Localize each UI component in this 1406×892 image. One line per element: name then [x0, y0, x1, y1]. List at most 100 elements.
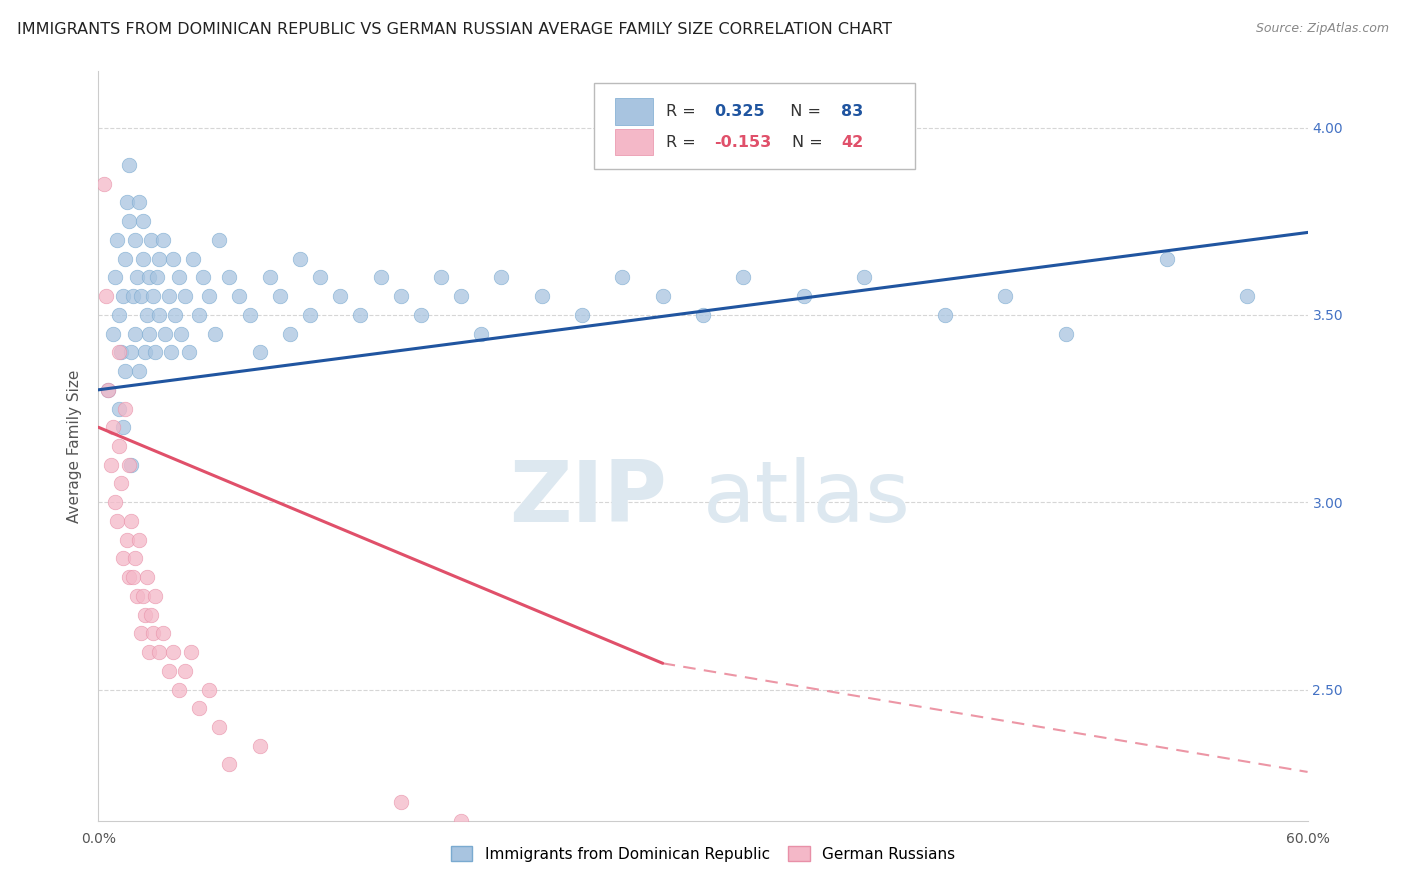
- FancyBboxPatch shape: [614, 129, 654, 155]
- Point: [114, 364, 136, 378]
- Point: [163, 308, 186, 322]
- Point: [103, 270, 125, 285]
- Point: [218, 270, 240, 285]
- Point: [101, 420, 124, 434]
- Point: [152, 626, 174, 640]
- Point: [389, 289, 412, 303]
- Point: [167, 682, 190, 697]
- Point: [309, 270, 332, 285]
- Point: [278, 326, 301, 341]
- Text: 83: 83: [841, 104, 863, 119]
- Point: [1156, 252, 1178, 266]
- Point: [188, 308, 211, 322]
- Point: [93, 177, 115, 191]
- Point: [148, 308, 170, 322]
- Point: [269, 289, 291, 303]
- Point: [128, 364, 150, 378]
- Point: [97, 383, 120, 397]
- Point: [174, 664, 197, 678]
- Point: [470, 326, 492, 341]
- Point: [249, 345, 271, 359]
- Point: [994, 289, 1017, 303]
- Text: R =: R =: [665, 135, 700, 150]
- Point: [135, 308, 157, 322]
- Point: [208, 233, 231, 247]
- Point: [111, 551, 134, 566]
- Point: [115, 195, 138, 210]
- Point: [692, 308, 714, 322]
- Point: [110, 345, 132, 359]
- Point: [389, 795, 412, 809]
- Point: [853, 270, 876, 285]
- Text: IMMIGRANTS FROM DOMINICAN REPUBLIC VS GERMAN RUSSIAN AVERAGE FAMILY SIZE CORRELA: IMMIGRANTS FROM DOMINICAN REPUBLIC VS GE…: [17, 22, 891, 37]
- Point: [134, 345, 156, 359]
- Point: [129, 626, 152, 640]
- Point: [120, 458, 142, 472]
- Legend: Immigrants from Dominican Republic, German Russians: Immigrants from Dominican Republic, Germ…: [443, 838, 963, 869]
- Point: [450, 814, 472, 828]
- Point: [198, 682, 221, 697]
- Point: [733, 270, 755, 285]
- FancyBboxPatch shape: [614, 98, 654, 125]
- Point: [121, 570, 143, 584]
- Text: atlas: atlas: [703, 457, 911, 540]
- Point: [204, 326, 226, 341]
- Point: [148, 645, 170, 659]
- Point: [134, 607, 156, 622]
- Point: [121, 289, 143, 303]
- Point: [142, 289, 165, 303]
- Point: [120, 345, 142, 359]
- Point: [105, 514, 128, 528]
- Point: [349, 308, 371, 322]
- Point: [138, 270, 160, 285]
- Point: [103, 495, 125, 509]
- Point: [146, 270, 169, 285]
- Point: [179, 345, 201, 359]
- Point: [651, 289, 673, 303]
- Point: [138, 326, 160, 341]
- Y-axis label: Average Family Size: Average Family Size: [66, 369, 82, 523]
- Point: [299, 308, 322, 322]
- Point: [170, 326, 193, 341]
- Point: [118, 158, 141, 172]
- Point: [118, 458, 141, 472]
- Point: [157, 289, 180, 303]
- Point: [132, 252, 155, 266]
- Point: [114, 401, 136, 416]
- Point: [167, 270, 190, 285]
- Point: [249, 739, 271, 753]
- Point: [793, 289, 815, 303]
- Point: [228, 289, 250, 303]
- Point: [157, 664, 180, 678]
- Point: [409, 308, 432, 322]
- Text: ZIP: ZIP: [509, 457, 666, 540]
- FancyBboxPatch shape: [595, 83, 915, 169]
- Point: [934, 308, 956, 322]
- Point: [120, 514, 142, 528]
- Point: [124, 326, 146, 341]
- Point: [288, 252, 311, 266]
- Point: [1054, 326, 1077, 341]
- Point: [101, 326, 124, 341]
- Point: [111, 289, 134, 303]
- Point: [612, 270, 634, 285]
- Point: [128, 195, 150, 210]
- Point: [259, 270, 281, 285]
- Point: [100, 458, 122, 472]
- Text: 42: 42: [841, 135, 863, 150]
- Point: [193, 270, 215, 285]
- Point: [135, 570, 157, 584]
- Point: [128, 533, 150, 547]
- Point: [110, 476, 132, 491]
- Point: [571, 308, 593, 322]
- Point: [143, 589, 166, 603]
- Point: [129, 289, 152, 303]
- Point: [125, 270, 148, 285]
- Point: [124, 233, 146, 247]
- Point: [143, 345, 166, 359]
- Text: 0.325: 0.325: [714, 104, 765, 119]
- Point: [1236, 289, 1258, 303]
- Point: [174, 289, 197, 303]
- Point: [124, 551, 146, 566]
- Point: [139, 607, 162, 622]
